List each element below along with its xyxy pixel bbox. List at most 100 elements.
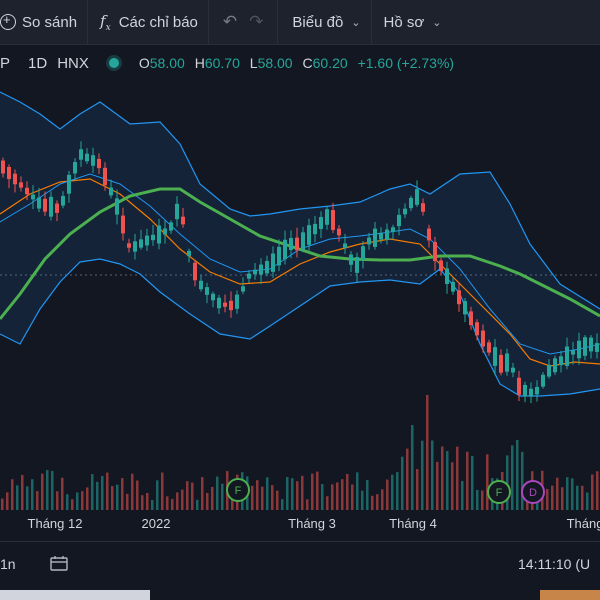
candle-body	[493, 347, 497, 366]
volume-bar	[406, 448, 409, 510]
interval-label[interactable]: 1D	[28, 54, 48, 72]
event-marker[interactable]: D	[521, 480, 545, 504]
market-status-icon	[108, 58, 119, 68]
volume-bar	[521, 451, 524, 510]
candle-body	[469, 311, 473, 326]
volume-bar	[441, 446, 444, 510]
volume-bar	[71, 499, 74, 510]
change-value: +1.60 (+2.73%)	[357, 55, 455, 71]
chevron-down-icon: ⌄	[432, 16, 442, 29]
toolbar-divider	[87, 0, 89, 44]
time-tick: 2022	[141, 516, 171, 531]
candle-body	[115, 198, 119, 215]
volume-bar	[381, 489, 384, 510]
volume-bar	[126, 493, 129, 510]
candle-body	[121, 215, 125, 234]
candle-body	[337, 228, 341, 236]
candle-body	[43, 198, 47, 212]
volume-bar	[576, 485, 579, 510]
calendar-icon[interactable]	[50, 555, 68, 571]
volume-bar	[471, 455, 474, 510]
event-marker[interactable]: F	[487, 480, 511, 504]
time-tick: Tháng	[566, 516, 600, 531]
candle-body	[235, 294, 239, 309]
candle-body	[535, 386, 539, 395]
candle-body	[325, 209, 329, 225]
candle-body	[187, 250, 191, 257]
candle-body	[553, 358, 557, 373]
candle-body	[289, 238, 293, 250]
volume-bar	[206, 492, 209, 510]
volume-bar	[571, 478, 574, 510]
volume-bar	[86, 487, 89, 510]
volume-bar	[211, 486, 214, 510]
candle-body	[529, 388, 533, 397]
time-tick: Tháng 12	[27, 516, 83, 531]
candle-body	[523, 384, 527, 397]
volume-bar	[251, 485, 254, 510]
symbol-name[interactable]: P	[0, 54, 11, 72]
volume-bar	[361, 490, 364, 510]
event-marker[interactable]: F	[226, 478, 250, 502]
time-axis[interactable]: Tháng 12 2022 Tháng 3 Tháng 4 Tháng	[0, 510, 600, 540]
volume-bar	[96, 481, 99, 510]
candle-body	[31, 194, 35, 200]
candle-body	[361, 246, 365, 260]
undo-icon[interactable]: ↶	[222, 12, 238, 31]
profile-button[interactable]: Hồ sơ ⌄	[372, 0, 452, 44]
candle-body	[367, 237, 371, 245]
undo-redo-group: ↶ ↷	[209, 0, 278, 44]
range-button[interactable]: 1n	[0, 556, 16, 572]
candle-body	[265, 260, 269, 274]
candle-body	[19, 182, 23, 188]
volume-bar	[586, 492, 589, 510]
redo-icon[interactable]: ↷	[249, 12, 264, 31]
candle-body	[589, 337, 593, 352]
volume-bar	[156, 480, 159, 510]
volume-bar	[46, 470, 49, 510]
volume-bar	[51, 470, 54, 510]
bollinger-upper-line	[0, 91, 600, 310]
volume-bar	[151, 499, 154, 510]
candle-body	[331, 210, 335, 230]
candle-body	[79, 149, 83, 160]
clock-readout[interactable]: 14:11:10 (U	[518, 556, 591, 572]
time-tick: Tháng 3	[288, 516, 336, 531]
volume-bar	[16, 485, 19, 510]
volume-bar	[411, 425, 414, 510]
candle-body	[157, 225, 161, 244]
volume-bar	[546, 489, 549, 510]
volume-bar	[481, 490, 484, 510]
bottom-strip-accent	[540, 590, 600, 600]
volume-bar	[21, 474, 24, 510]
volume-bar	[81, 491, 84, 510]
volume-bar	[271, 485, 274, 510]
chart-type-button[interactable]: Biểu đồ ⌄	[278, 0, 370, 44]
candle-body	[151, 234, 155, 241]
volume-bar	[161, 472, 164, 510]
volume-bar	[461, 480, 464, 510]
volume-bar	[266, 477, 269, 510]
candle-body	[505, 353, 509, 372]
volume-bar	[166, 496, 169, 510]
time-tick: Tháng 4	[389, 516, 437, 531]
volume-bar	[116, 484, 119, 510]
indicators-label: Các chỉ báo	[118, 13, 198, 31]
chart-type-label: Biểu đồ	[292, 13, 344, 31]
candle-body	[547, 364, 551, 377]
candle-body	[73, 161, 77, 174]
candle-body	[481, 330, 485, 347]
candle-body	[175, 203, 179, 220]
candle-body	[349, 254, 353, 265]
volume-bar	[591, 474, 594, 510]
candle-body	[511, 367, 515, 373]
compare-button[interactable]: So sánh	[0, 0, 87, 44]
compare-label: So sánh	[22, 13, 78, 31]
candle-body	[181, 216, 185, 225]
volume-bar	[291, 478, 294, 510]
volume-bar	[146, 492, 149, 510]
indicators-button[interactable]: fx Các chỉ báo	[88, 0, 208, 44]
volume-bar	[451, 462, 454, 510]
candle-body	[133, 241, 137, 252]
